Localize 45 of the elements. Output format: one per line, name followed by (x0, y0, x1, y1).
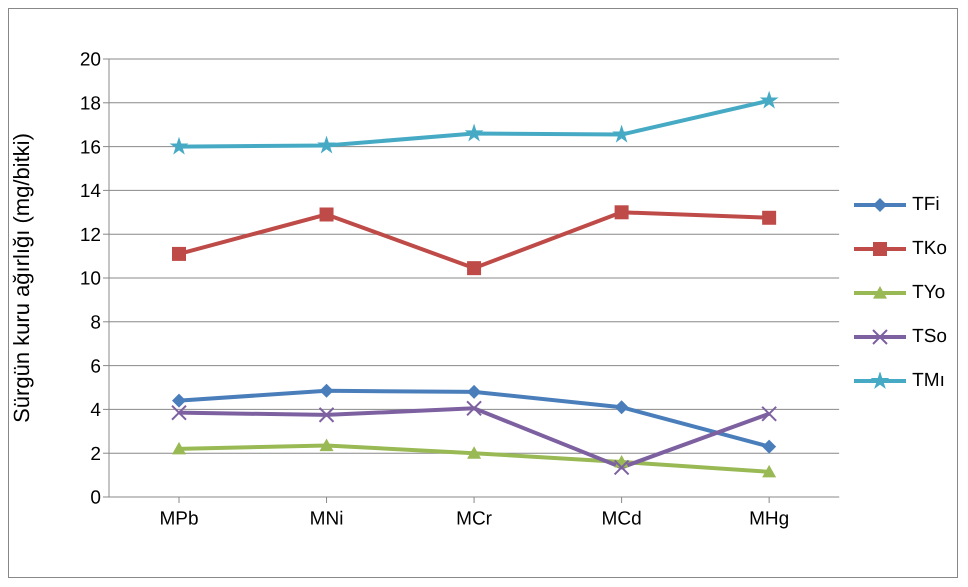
y-tick-label: 2 (90, 444, 101, 465)
y-tick-label: 10 (80, 268, 101, 290)
x-tick-label: MPb (159, 508, 199, 530)
point (318, 406, 335, 423)
point (762, 440, 776, 454)
point (464, 124, 484, 142)
point (172, 246, 186, 261)
point (320, 438, 334, 452)
y-tick-label: 14 (80, 181, 102, 202)
point (467, 261, 482, 276)
y-tick-label: 18 (80, 94, 101, 115)
x-tick-label: MHg (749, 508, 790, 530)
y-tick-label: 12 (80, 224, 101, 246)
legend-label: TFi (912, 194, 940, 216)
legend-label: TYo (912, 282, 946, 304)
legend-label: TMı (912, 370, 945, 392)
y-tick-label: 0 (90, 488, 101, 509)
y-tick-label: 6 (90, 356, 101, 378)
point (171, 404, 187, 421)
x-tick-label: MCr (456, 508, 493, 530)
point (614, 459, 630, 476)
legend-label: TSo (912, 326, 947, 348)
point (172, 394, 186, 408)
x-tick-label: MCd (602, 508, 642, 530)
point (466, 400, 482, 416)
legend-label: TKo (912, 238, 947, 260)
y-tick-label: 16 (80, 137, 101, 158)
y-tick-label: 4 (90, 400, 102, 422)
y-tick-label: 20 (80, 50, 101, 71)
point (467, 384, 482, 399)
point (761, 406, 778, 422)
y-tick-label: 8 (90, 312, 101, 334)
point (320, 207, 334, 222)
point (317, 136, 336, 154)
point (170, 136, 188, 155)
y-axis-title: Sürgün kuru ağırlığı (mg/bitki) (8, 133, 34, 423)
point (320, 384, 334, 398)
point (467, 446, 482, 459)
point (614, 205, 629, 220)
point (762, 210, 776, 225)
point (762, 464, 776, 478)
point (614, 400, 629, 414)
point (760, 90, 779, 109)
point (172, 442, 186, 454)
x-tick-label: MNi (310, 508, 344, 530)
